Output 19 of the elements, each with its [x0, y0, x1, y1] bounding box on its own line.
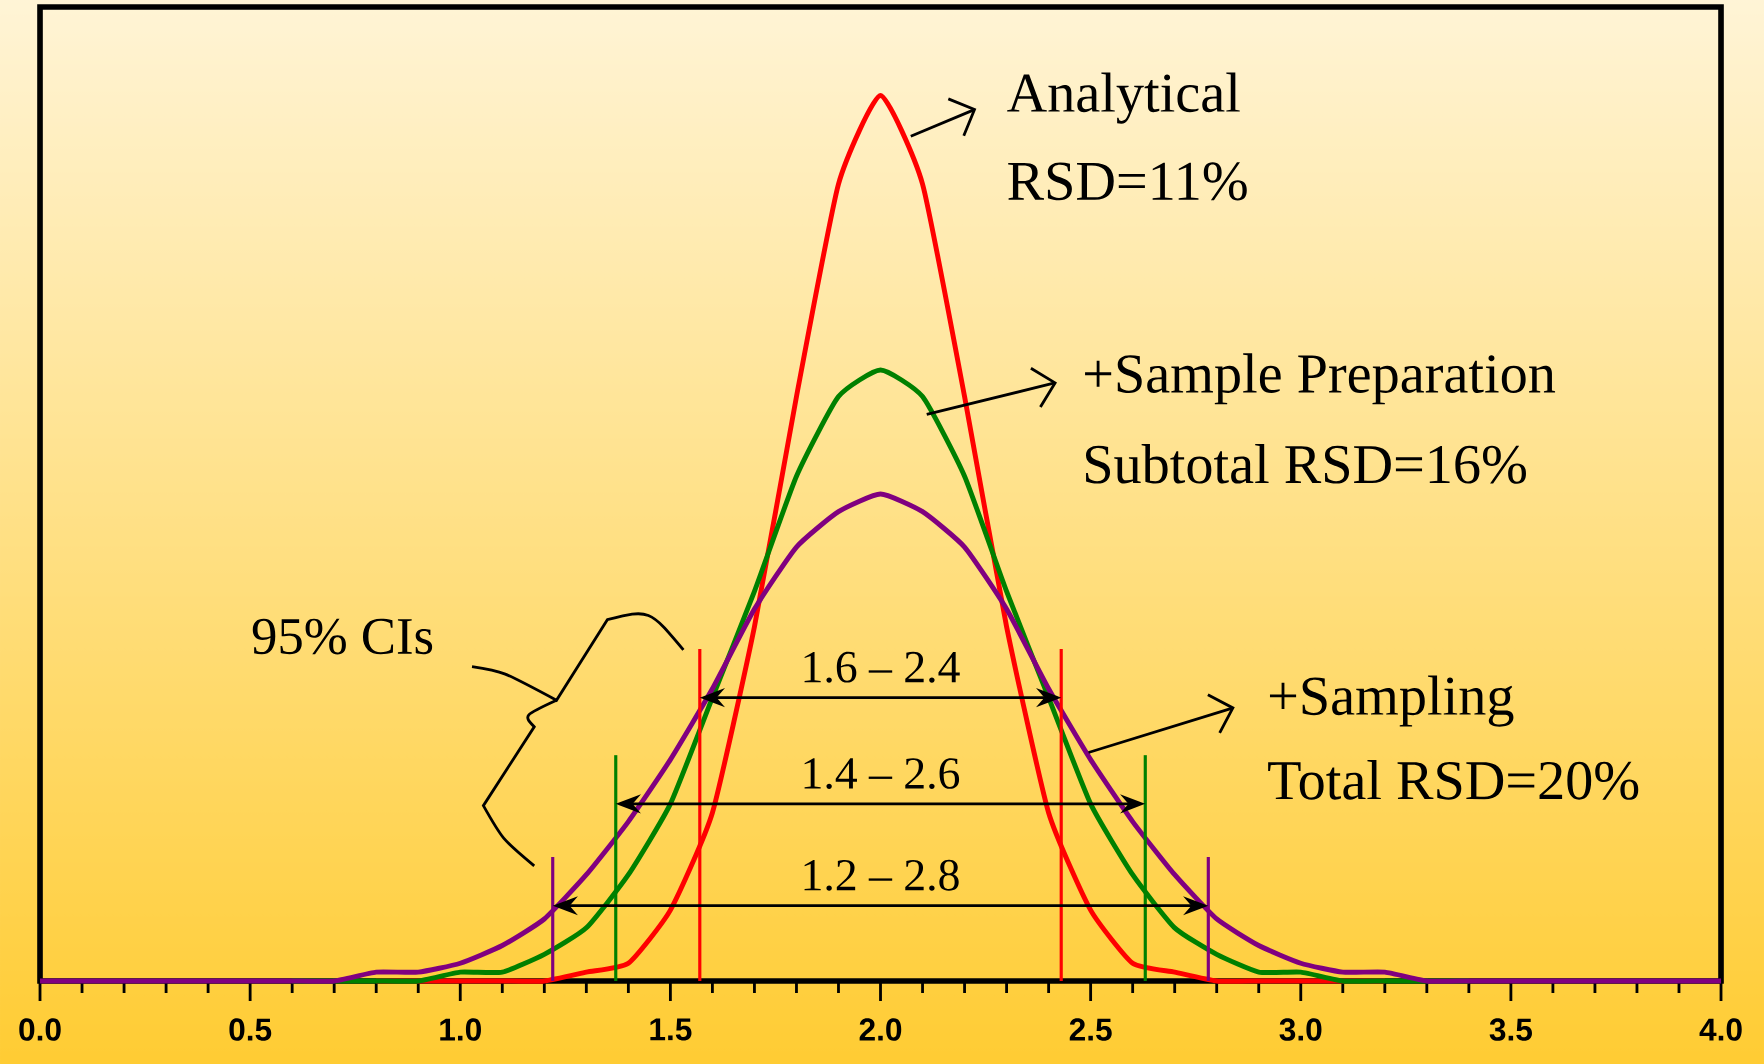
annotation: Analytical: [1007, 72, 1240, 124]
annotation: 1.2 – 2.8: [804, 859, 959, 891]
x-tick-label: 4.0: [1699, 1018, 1742, 1041]
annotation: +Sampling: [1269, 675, 1514, 727]
annotation: 1.4 – 2.6: [804, 758, 960, 790]
x-tick-label: 3.5: [1489, 1018, 1532, 1041]
annotation: 95% CIs: [252, 618, 433, 655]
x-tick-label: 0.5: [229, 1018, 272, 1041]
x-tick-label: 2.0: [859, 1018, 902, 1041]
x-tick-label: 2.5: [1069, 1018, 1112, 1041]
annotation: 1.6 – 2.4: [804, 651, 960, 683]
annotation: +Sample Preparation: [1085, 353, 1556, 405]
x-tick-label: 1.0: [440, 1018, 481, 1041]
annotation: Total RSD=20%: [1268, 760, 1639, 800]
annotation: Subtotal RSD=16%: [1086, 443, 1526, 484]
x-tick-label: 3.0: [1279, 1018, 1322, 1041]
x-tick-label: 1.5: [650, 1018, 692, 1041]
annotation: RSD=11%: [1008, 162, 1247, 201]
x-tick-label: 0.0: [19, 1018, 61, 1041]
